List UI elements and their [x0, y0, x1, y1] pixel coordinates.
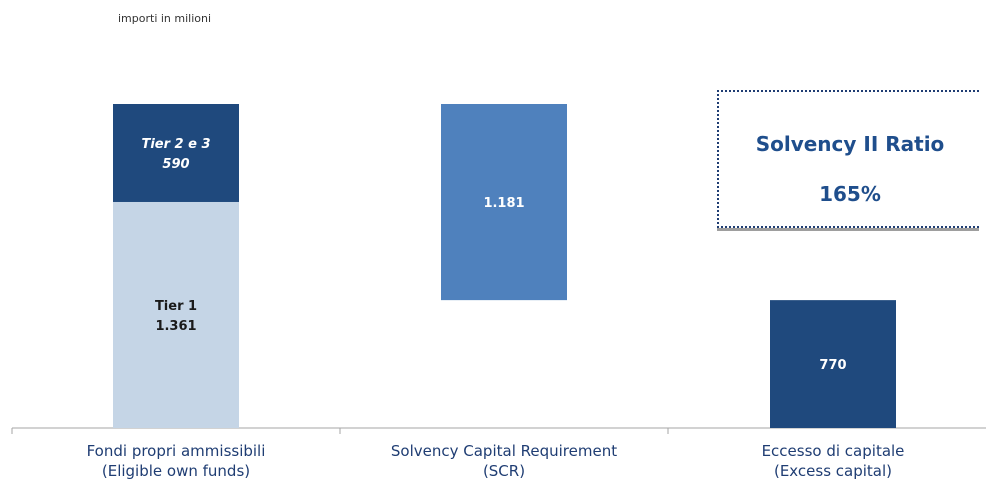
category-label-line-1: Eccesso di capitale — [761, 442, 905, 460]
unit-note: importi in milioni — [118, 12, 212, 25]
category-label-line-1: Fondi propri ammissibili — [86, 442, 266, 460]
solvency-ratio-value: 165% — [819, 182, 881, 206]
category-label-line-2: (Eligible own funds) — [101, 462, 251, 480]
solvency-ratio-title: Solvency II Ratio — [755, 132, 945, 156]
category-label-line-2: (Excess capital) — [773, 462, 893, 480]
data-label-2-0: 1.181 — [483, 196, 524, 211]
category-label-scr: Solvency Capital Requirement (SCR) — [374, 441, 634, 481]
bar-segment-3 — [770, 300, 896, 428]
category-label-excess-capital: Eccesso di capitale (Excess capital) — [703, 441, 963, 481]
bar-segment-1 — [113, 104, 239, 202]
data-label-1-0: Tier 2 e 3 — [141, 137, 210, 152]
data-label-0-0: Tier 1 — [155, 299, 197, 314]
solvency-ratio-box: Solvency II Ratio 165% — [717, 90, 979, 228]
category-label-eligible-own-funds: Fondi propri ammissibili (Eligible own f… — [46, 441, 306, 481]
data-label-1-1: 590 — [162, 157, 189, 172]
category-label-line-1: Solvency Capital Requirement — [390, 442, 618, 460]
data-label-0-1: 1.361 — [155, 319, 196, 334]
bar-segment-2 — [441, 104, 567, 301]
data-label-3-0: 770 — [819, 358, 846, 373]
bar-segment-0 — [113, 201, 239, 428]
category-label-line-2: (SCR) — [482, 462, 526, 480]
